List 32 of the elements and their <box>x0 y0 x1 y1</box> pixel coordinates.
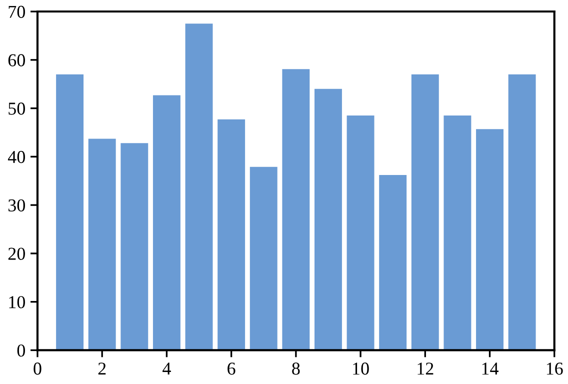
bar <box>314 88 342 350</box>
x-tick-label: 14 <box>482 362 499 375</box>
x-tick-label: 6 <box>228 362 236 375</box>
bar <box>346 116 374 350</box>
bar <box>218 119 246 350</box>
bar <box>250 166 278 350</box>
y-tick-label: 10 <box>9 296 25 308</box>
bar <box>56 74 84 350</box>
bar <box>508 74 536 350</box>
bar <box>411 74 439 350</box>
y-tick-label: 0 <box>17 344 25 357</box>
x-tick-label: 0 <box>34 362 42 375</box>
y-tick-label: 50 <box>8 102 25 115</box>
bar <box>444 116 472 350</box>
y-tick-label: 20 <box>8 248 25 260</box>
y-tick-label: 70 <box>8 6 25 18</box>
bar <box>476 129 504 350</box>
x-tick-label: 10 <box>353 362 369 375</box>
bar <box>152 95 180 350</box>
x-tick-label: 4 <box>162 362 171 375</box>
y-tick-label: 40 <box>8 150 25 164</box>
y-tick-label: 60 <box>8 54 25 66</box>
y-tick-label: 30 <box>8 199 25 212</box>
bar <box>282 69 310 350</box>
x-tick-label: 8 <box>292 362 300 375</box>
x-tick-label: 16 <box>546 362 563 375</box>
x-tick-label: 2 <box>98 362 106 375</box>
bar <box>379 175 407 350</box>
x-tick-label: 12 <box>418 362 434 375</box>
bar <box>120 143 148 350</box>
bar <box>185 24 213 350</box>
bar <box>88 138 116 350</box>
